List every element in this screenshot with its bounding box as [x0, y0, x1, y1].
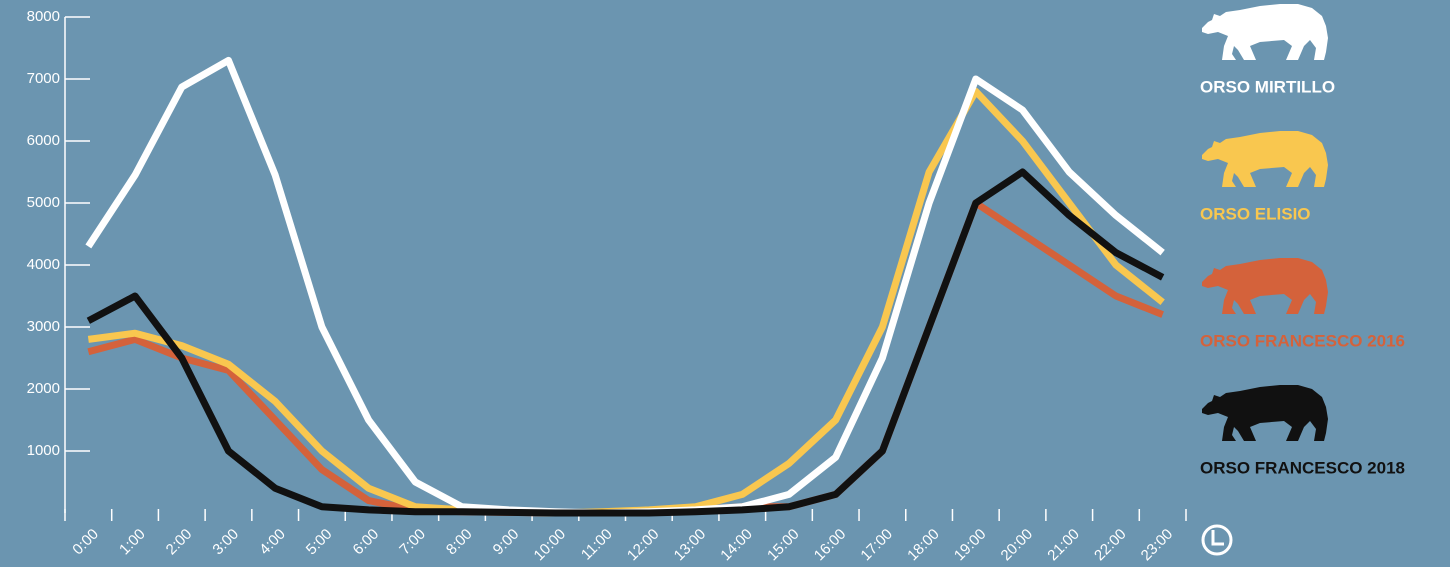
y-tick-label: 5000: [27, 194, 60, 211]
x-tick-label: 8:00: [443, 526, 476, 559]
legend-label: ORSO ELISIO: [1200, 204, 1311, 223]
series-line: [86, 168, 1165, 517]
x-tick-label: 14:00: [717, 526, 756, 565]
x-tick-label: 6:00: [350, 526, 383, 559]
x-tick-label: 11:00: [578, 526, 616, 564]
y-tick-label: 7000: [27, 70, 60, 87]
y-tick-label: 4000: [27, 256, 60, 273]
legend-icon: [1202, 131, 1328, 187]
x-tick-label: 20:00: [998, 526, 1037, 565]
x-tick-label: 13:00: [671, 526, 710, 565]
y-tick-label: 6000: [27, 132, 60, 149]
x-tick-label: 15:00: [764, 526, 803, 565]
y-tick-label: 3000: [27, 318, 60, 335]
x-tick-label: 21:00: [1044, 526, 1083, 565]
x-tick-label: 0:00: [69, 526, 102, 559]
x-tick-label: 1:00: [116, 526, 149, 559]
y-tick-label: 2000: [27, 380, 60, 397]
y-tick-label: 8000: [27, 8, 60, 25]
x-tick-label: 12:00: [624, 526, 663, 565]
x-tick-label: 18:00: [904, 526, 943, 565]
legend-icon: [1202, 258, 1328, 314]
y-tick-label: 1000: [27, 442, 60, 459]
x-tick-label: 5:00: [303, 526, 336, 559]
legend-icon: [1202, 385, 1328, 441]
x-tick-label: 9:00: [490, 526, 523, 559]
x-tick-label: 17:00: [857, 526, 896, 565]
x-tick-label: 2:00: [163, 526, 196, 559]
legend-label: ORSO MIRTILLO: [1200, 77, 1335, 96]
x-tick-label: 23:00: [1138, 526, 1177, 565]
clock-icon: [1201, 524, 1233, 556]
series-line: [85, 56, 1165, 517]
x-tick-label: 3:00: [209, 526, 242, 559]
x-tick-label: 4:00: [256, 526, 289, 559]
legend-label: ORSO FRANCESCO 2018: [1200, 458, 1405, 477]
legend-icon: [1202, 4, 1328, 60]
series-line: [87, 87, 1165, 517]
legend-label: ORSO FRANCESCO 2016: [1200, 331, 1405, 350]
x-tick-label: 22:00: [1091, 526, 1130, 565]
x-tick-label: 7:00: [396, 526, 429, 559]
x-tick-label: 19:00: [951, 526, 990, 565]
x-tick-label: 16:00: [811, 526, 850, 565]
x-tick-label: 10:00: [531, 526, 570, 565]
